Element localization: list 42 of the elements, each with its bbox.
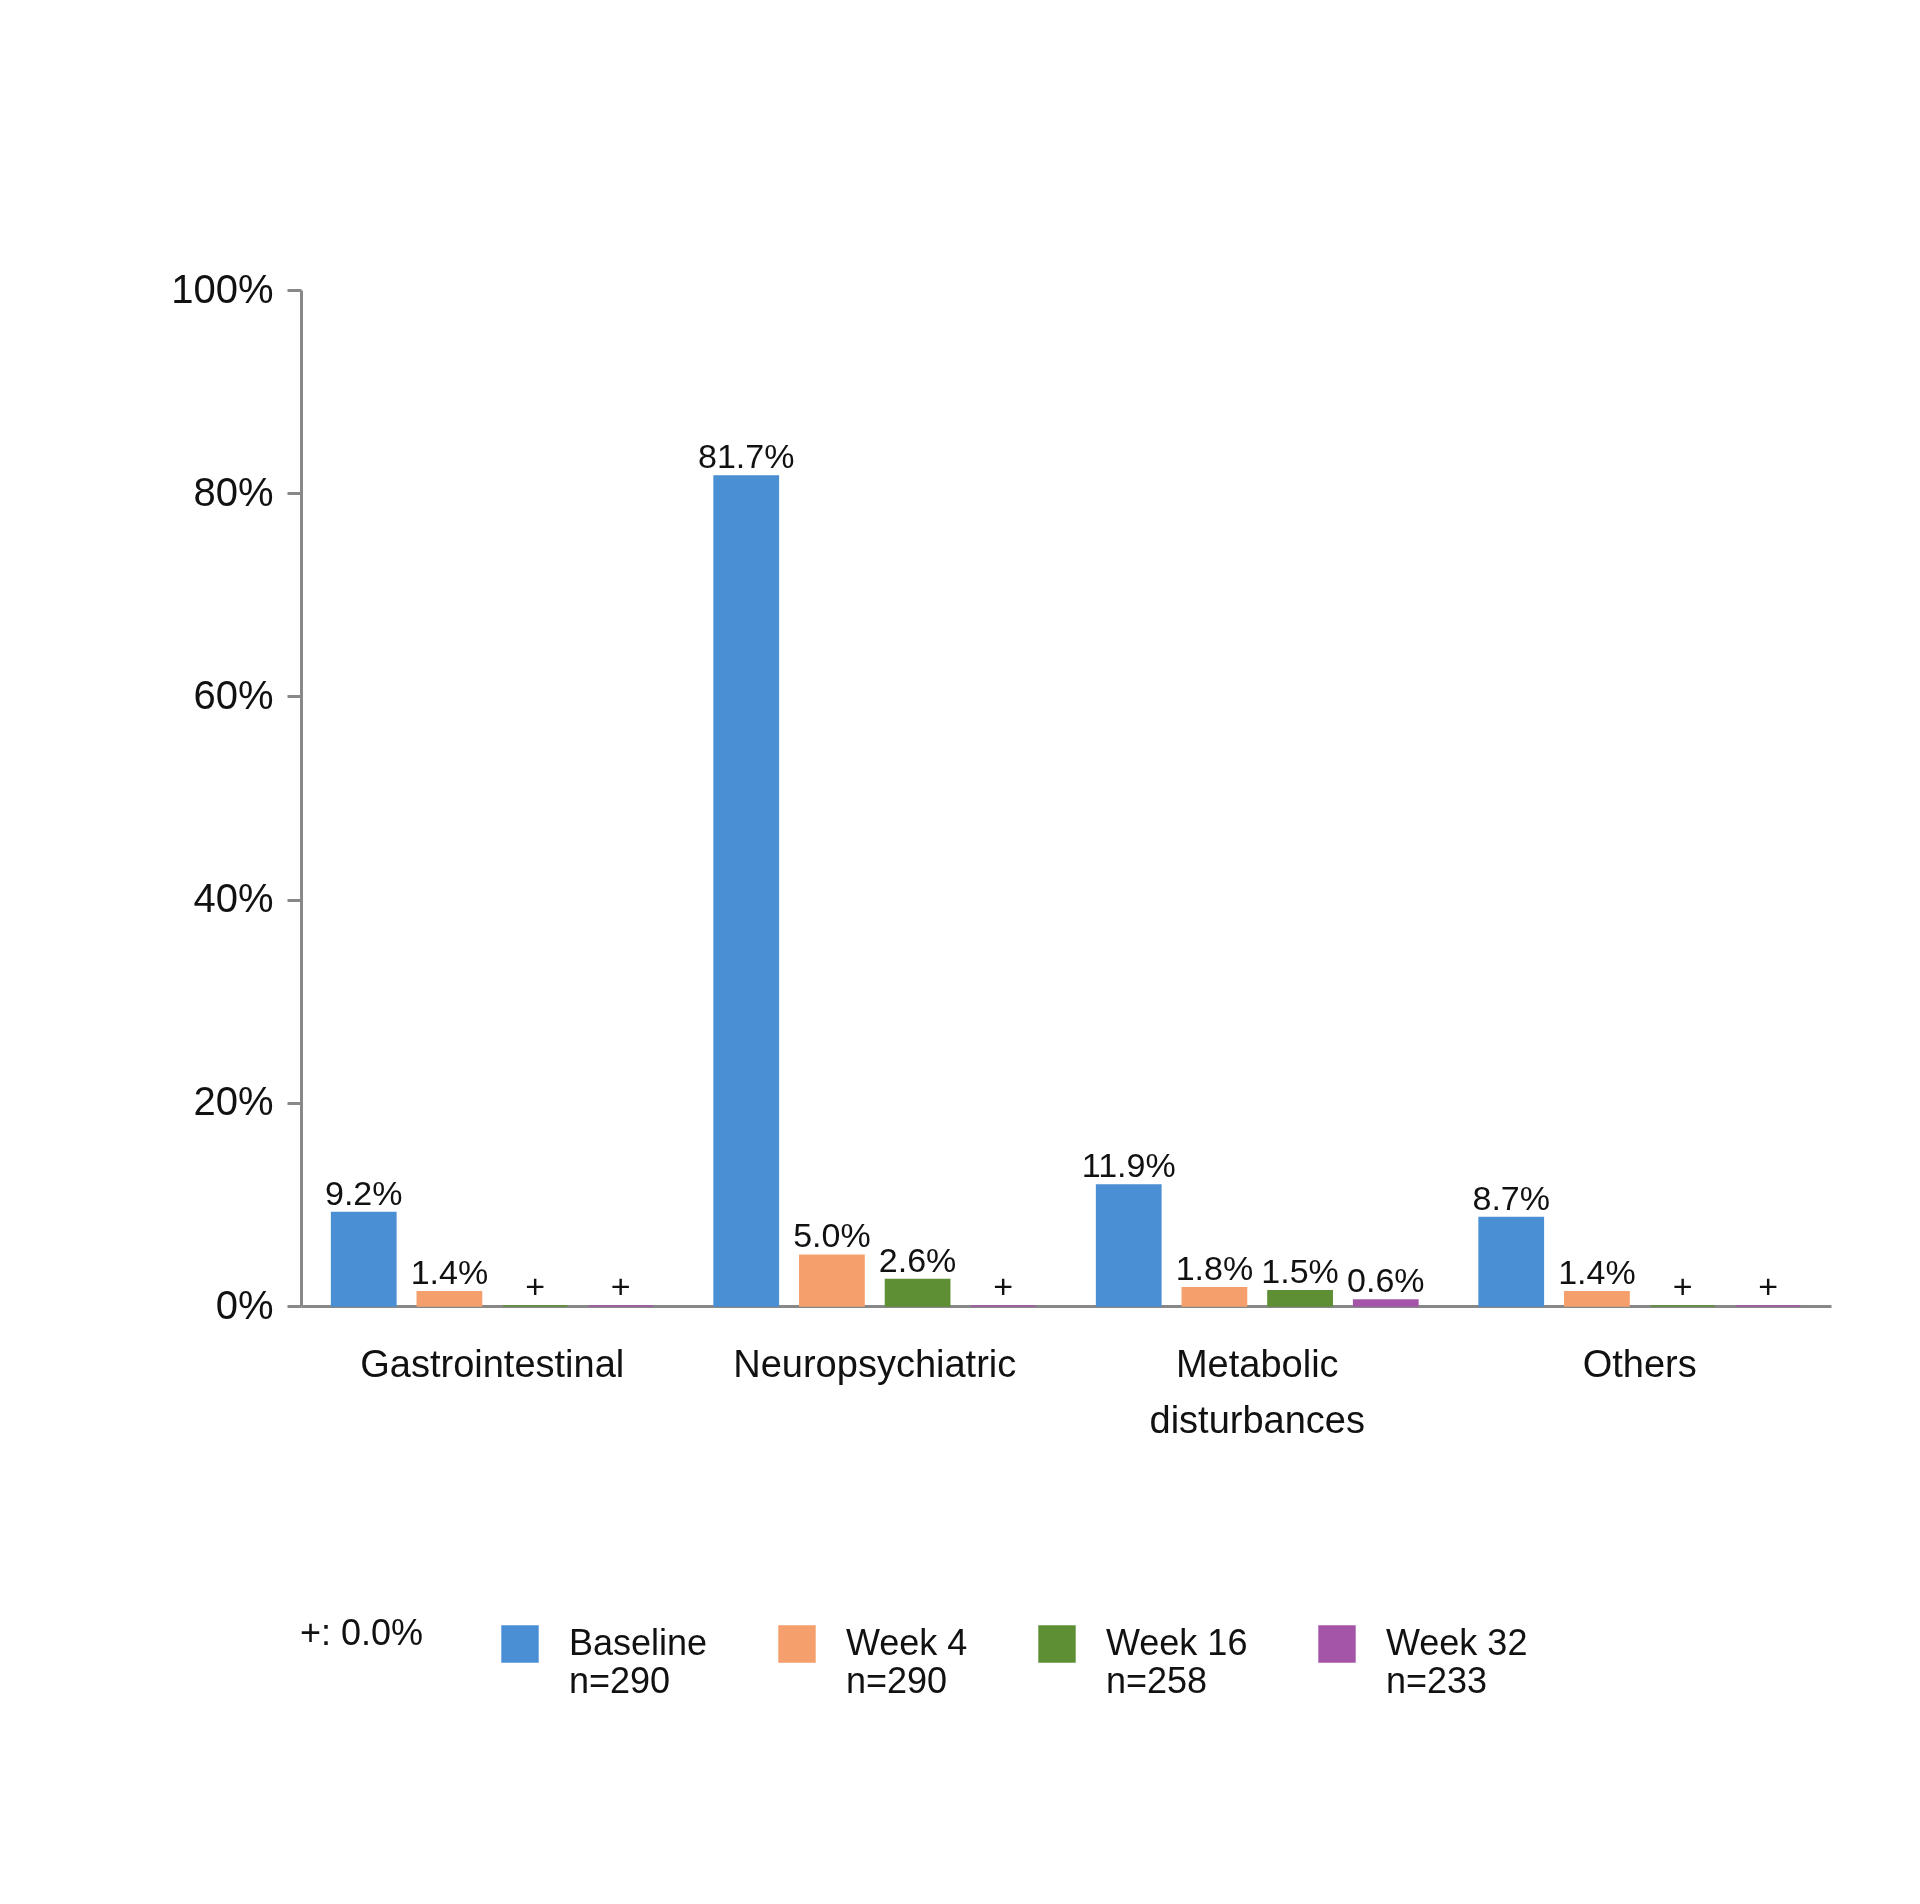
data-label: + [993, 1267, 1014, 1305]
legend-label: Week 16 n=258 [1106, 1622, 1248, 1701]
data-label: 0.6% [1347, 1260, 1425, 1299]
legend-label: Week 4 n=290 [846, 1622, 968, 1701]
data-label: 2.6% [878, 1240, 957, 1279]
bar [1181, 1286, 1248, 1307]
data-label: 8.7% [1472, 1178, 1550, 1217]
bar [1095, 1184, 1162, 1307]
data-label: 11.9% [1081, 1146, 1176, 1185]
bar [1478, 1216, 1545, 1307]
data-label: 81.7% [698, 436, 795, 475]
bar [330, 1211, 397, 1307]
data-label: + [610, 1267, 631, 1305]
y-tick-label: 60% [193, 672, 274, 717]
data-label: 1.4% [410, 1252, 489, 1291]
bar [799, 1254, 865, 1307]
data-label: 1.4% [1558, 1252, 1636, 1291]
legend-label: Baseline n=290 [569, 1622, 708, 1701]
bar [1352, 1299, 1419, 1307]
x-tick-label: Metabolic disturbances [1149, 1342, 1365, 1441]
x-tick-label: Others [1582, 1342, 1697, 1385]
data-label: 9.2% [324, 1173, 403, 1212]
bar [884, 1278, 951, 1307]
y-tick-label: 20% [193, 1079, 274, 1124]
data-label: + [1758, 1267, 1779, 1305]
y-tick-label: 0% [215, 1282, 274, 1327]
bar [1564, 1291, 1630, 1307]
x-tick-label: Gastrointestinal [360, 1342, 625, 1385]
bar [416, 1291, 483, 1307]
legend-label: Week 32 n=233 [1386, 1622, 1528, 1701]
data-label: 1.8% [1175, 1248, 1254, 1287]
bar [713, 475, 780, 1307]
y-tick-label: 40% [193, 876, 274, 921]
bar [1267, 1290, 1333, 1307]
y-tick-label: 80% [193, 469, 274, 514]
x-tick-label: Neuropsychiatric [733, 1342, 1017, 1385]
y-tick-label: 100% [171, 266, 274, 311]
data-label: 1.5% [1261, 1251, 1339, 1290]
data-label: + [1672, 1267, 1693, 1305]
data-label: 5.0% [793, 1216, 871, 1255]
data-label: + [525, 1267, 546, 1305]
text: +: 0.0% [300, 1612, 424, 1654]
